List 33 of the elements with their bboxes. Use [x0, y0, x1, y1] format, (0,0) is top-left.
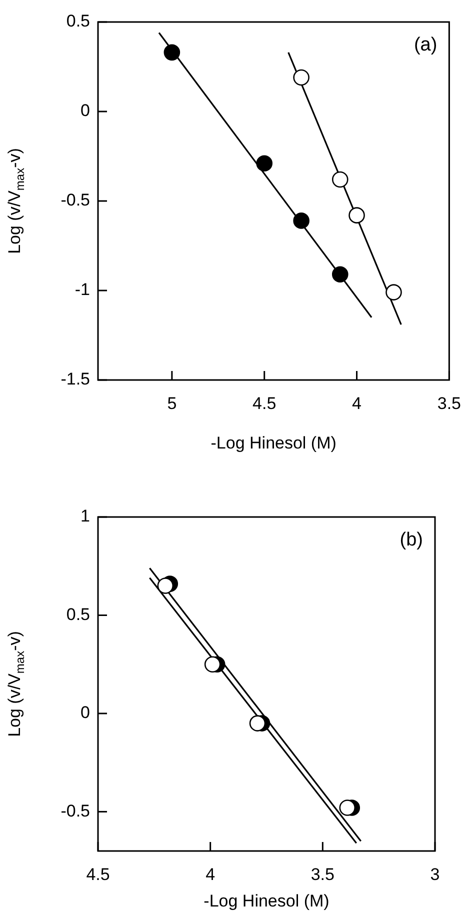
point: [157, 578, 174, 594]
point: [332, 171, 348, 188]
x-tick-label: 3.5: [310, 864, 334, 884]
x-tick-label: 4: [206, 864, 216, 884]
x-tick-label: 4.5: [252, 394, 276, 413]
point: [386, 284, 402, 300]
y-tick-label: 0: [80, 703, 90, 722]
point: [339, 800, 356, 816]
y-tick-label: 0: [80, 101, 90, 120]
point: [256, 155, 272, 172]
y-tick-label: 0.5: [66, 604, 90, 624]
point: [348, 207, 365, 224]
point: [293, 69, 310, 86]
point: [293, 212, 310, 229]
x-axis-title: -Log Hinesol (M): [204, 891, 330, 910]
y-tick-label: 0.5: [66, 12, 90, 31]
x-tick-label: 4.5: [86, 864, 110, 884]
y-tick-label: -0.5: [60, 190, 90, 210]
x-tick-label: 3: [430, 864, 440, 884]
annotation: (b): [400, 530, 423, 551]
x-tick-label: 5: [167, 394, 177, 413]
x-tick-label: 4: [352, 394, 362, 413]
point: [204, 656, 221, 673]
point: [249, 715, 266, 732]
point: [332, 266, 348, 283]
x-axis-title: -Log Hinesol (M): [210, 433, 336, 452]
y-tick-label: -1: [74, 280, 90, 300]
y-tick-label: -1.5: [60, 370, 90, 389]
y-tick-label: 1: [80, 506, 90, 526]
x-tick-label: 3.5: [437, 394, 462, 413]
y-tick-label: -0.5: [60, 801, 90, 820]
point: [164, 44, 180, 61]
annotation: (a): [414, 34, 438, 56]
